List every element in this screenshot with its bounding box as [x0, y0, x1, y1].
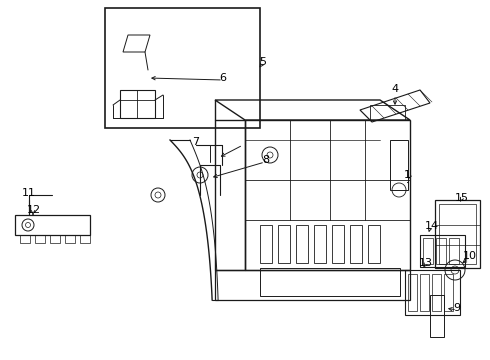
- Text: 6: 6: [220, 73, 226, 83]
- Bar: [296, 225, 308, 263]
- Text: 15: 15: [455, 193, 469, 203]
- Bar: [436, 238, 446, 264]
- Text: 9: 9: [453, 303, 461, 313]
- Bar: [278, 225, 290, 263]
- Bar: [449, 238, 459, 264]
- Text: 11: 11: [22, 188, 36, 198]
- Bar: [370, 105, 405, 120]
- Bar: [420, 274, 429, 311]
- Bar: [405, 270, 460, 315]
- Bar: [430, 295, 444, 337]
- Text: 7: 7: [193, 137, 199, 147]
- Text: 12: 12: [27, 205, 41, 215]
- Bar: [435, 200, 480, 268]
- Bar: [260, 225, 272, 263]
- Bar: [105, 8, 260, 128]
- Bar: [444, 274, 453, 311]
- Text: 14: 14: [425, 221, 439, 231]
- Bar: [408, 274, 417, 311]
- Bar: [390, 140, 408, 190]
- Bar: [80, 235, 90, 243]
- Bar: [35, 235, 45, 243]
- Bar: [50, 235, 60, 243]
- Text: 13: 13: [419, 258, 433, 268]
- Text: 5: 5: [260, 57, 267, 67]
- Text: 4: 4: [392, 84, 398, 94]
- Bar: [368, 225, 380, 263]
- Bar: [420, 235, 465, 267]
- Bar: [432, 274, 441, 311]
- Text: 1: 1: [403, 170, 411, 180]
- Bar: [350, 225, 362, 263]
- Bar: [314, 225, 326, 263]
- Bar: [423, 238, 433, 264]
- Bar: [20, 235, 30, 243]
- Bar: [260, 268, 400, 296]
- Text: 10: 10: [463, 251, 477, 261]
- Text: 8: 8: [263, 155, 270, 165]
- Bar: [65, 235, 75, 243]
- Bar: [332, 225, 344, 263]
- Bar: [439, 204, 476, 264]
